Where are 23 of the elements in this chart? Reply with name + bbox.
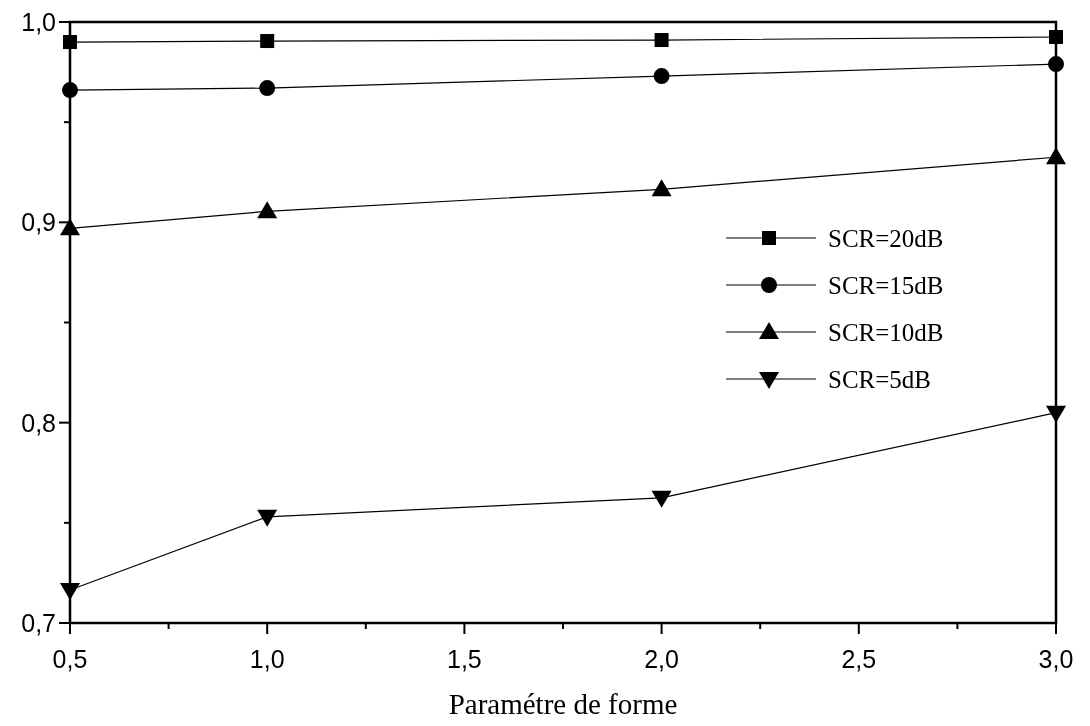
x-tick-label: 1,0 bbox=[249, 645, 285, 673]
legend-label: SCR=5dB bbox=[828, 366, 932, 393]
x-tick-label: 1,5 bbox=[447, 645, 482, 673]
x-tick-label: 2,5 bbox=[841, 645, 877, 673]
legend-label: SCR=20dB bbox=[828, 225, 944, 252]
point bbox=[654, 33, 669, 48]
y-tick-label: 0,7 bbox=[21, 609, 56, 637]
x-tick-label: 2,0 bbox=[644, 645, 679, 673]
x-tick-label: 0,5 bbox=[52, 645, 88, 673]
point bbox=[257, 201, 278, 219]
y-tick-label: 0,8 bbox=[21, 408, 56, 437]
point bbox=[259, 80, 276, 97]
x-axis-title: Paramétre de forme bbox=[448, 688, 678, 720]
point bbox=[651, 490, 672, 508]
y-tick-label: 0,9 bbox=[21, 208, 56, 237]
point bbox=[651, 179, 672, 197]
x-tick-label: 3,0 bbox=[1038, 645, 1074, 673]
legend-label: SCR=10dB bbox=[828, 319, 944, 346]
legend-label: SCR=15dB bbox=[828, 272, 944, 299]
point bbox=[653, 68, 670, 85]
point bbox=[260, 34, 275, 49]
y-tick-label: 1,0 bbox=[21, 8, 56, 36]
point bbox=[257, 509, 278, 527]
